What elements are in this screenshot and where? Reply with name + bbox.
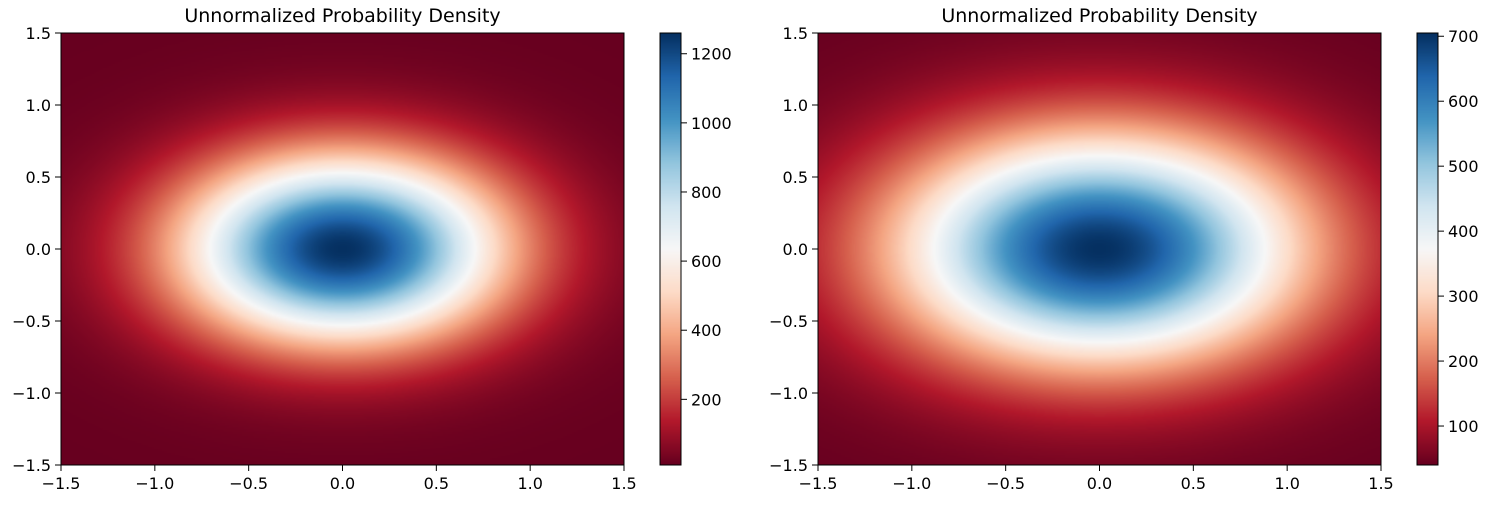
x-tick-label: −1.5 xyxy=(799,474,838,493)
y-tick-label: 1.5 xyxy=(783,24,808,43)
x-tick-label: 1.5 xyxy=(1368,474,1393,493)
colorbar-tick-label: 300 xyxy=(1448,287,1479,306)
x-tick-label: −1.0 xyxy=(892,474,931,493)
x-tick-label: −0.5 xyxy=(229,474,268,493)
x-tick-label: 0.0 xyxy=(330,474,355,493)
y-tick-label: −1.5 xyxy=(12,456,51,475)
x-tick-label: 1.5 xyxy=(611,474,636,493)
colorbar-frame xyxy=(659,32,682,466)
colorbar-tick-label: 100 xyxy=(1448,417,1479,436)
x-tick-label: 0.0 xyxy=(1087,474,1112,493)
y-tick-label: 0.5 xyxy=(783,168,808,187)
colorbar-tick-label: 400 xyxy=(1448,222,1479,241)
y-tick-label: −0.5 xyxy=(769,312,808,331)
x-tick-label: 0.5 xyxy=(424,474,449,493)
y-tick-label: −0.5 xyxy=(12,312,51,331)
x-tick-label: 0.5 xyxy=(1181,474,1206,493)
colorbar-tick-label: 600 xyxy=(1448,92,1479,111)
colorbar-tick-label: 1200 xyxy=(691,45,732,64)
colorbar-tick-label: 200 xyxy=(691,390,722,409)
colorbar-gradient xyxy=(660,33,681,465)
chart-title: Unnormalized Probability Density xyxy=(184,5,500,27)
x-tick-label: −1.0 xyxy=(135,474,174,493)
y-tick-label: 0.5 xyxy=(26,168,51,187)
colorbar-tick-label: 800 xyxy=(691,183,722,202)
x-tick-label: −1.5 xyxy=(42,474,81,493)
y-tick-label: −1.0 xyxy=(769,384,808,403)
colorbar-tick-label: 700 xyxy=(1448,27,1479,46)
y-tick-label: 0.0 xyxy=(26,240,51,259)
y-tick-label: 1.5 xyxy=(26,24,51,43)
y-tick-label: 1.0 xyxy=(26,96,51,115)
y-tick-label: 1.0 xyxy=(783,96,808,115)
y-tick-label: −1.0 xyxy=(12,384,51,403)
colorbar-frame xyxy=(1416,32,1439,466)
x-tick-label: 1.0 xyxy=(517,474,542,493)
chart-panel-2: Unnormalized Probability Density −1.5 −1.0… xyxy=(769,5,1478,493)
x-tick-label: −0.5 xyxy=(986,474,1025,493)
heatmap-image xyxy=(61,33,624,465)
chart-panel-1: Unnormalized Probability Density −1.5 −1.0… xyxy=(12,5,732,493)
colorbar-tick-label: 500 xyxy=(1448,157,1479,176)
colorbar-tick-label: 400 xyxy=(691,321,722,340)
colorbar-tick-label: 600 xyxy=(691,252,722,271)
colorbar-tick-label: 200 xyxy=(1448,352,1479,371)
heatmap-image xyxy=(818,33,1381,465)
colorbar-gradient xyxy=(1417,33,1438,465)
colorbar-tick-label: 1000 xyxy=(691,114,732,133)
y-tick-label: −1.5 xyxy=(769,456,808,475)
y-tick-label: 0.0 xyxy=(783,240,808,259)
x-tick-label: 1.0 xyxy=(1274,474,1299,493)
chart-title: Unnormalized Probability Density xyxy=(941,5,1257,27)
